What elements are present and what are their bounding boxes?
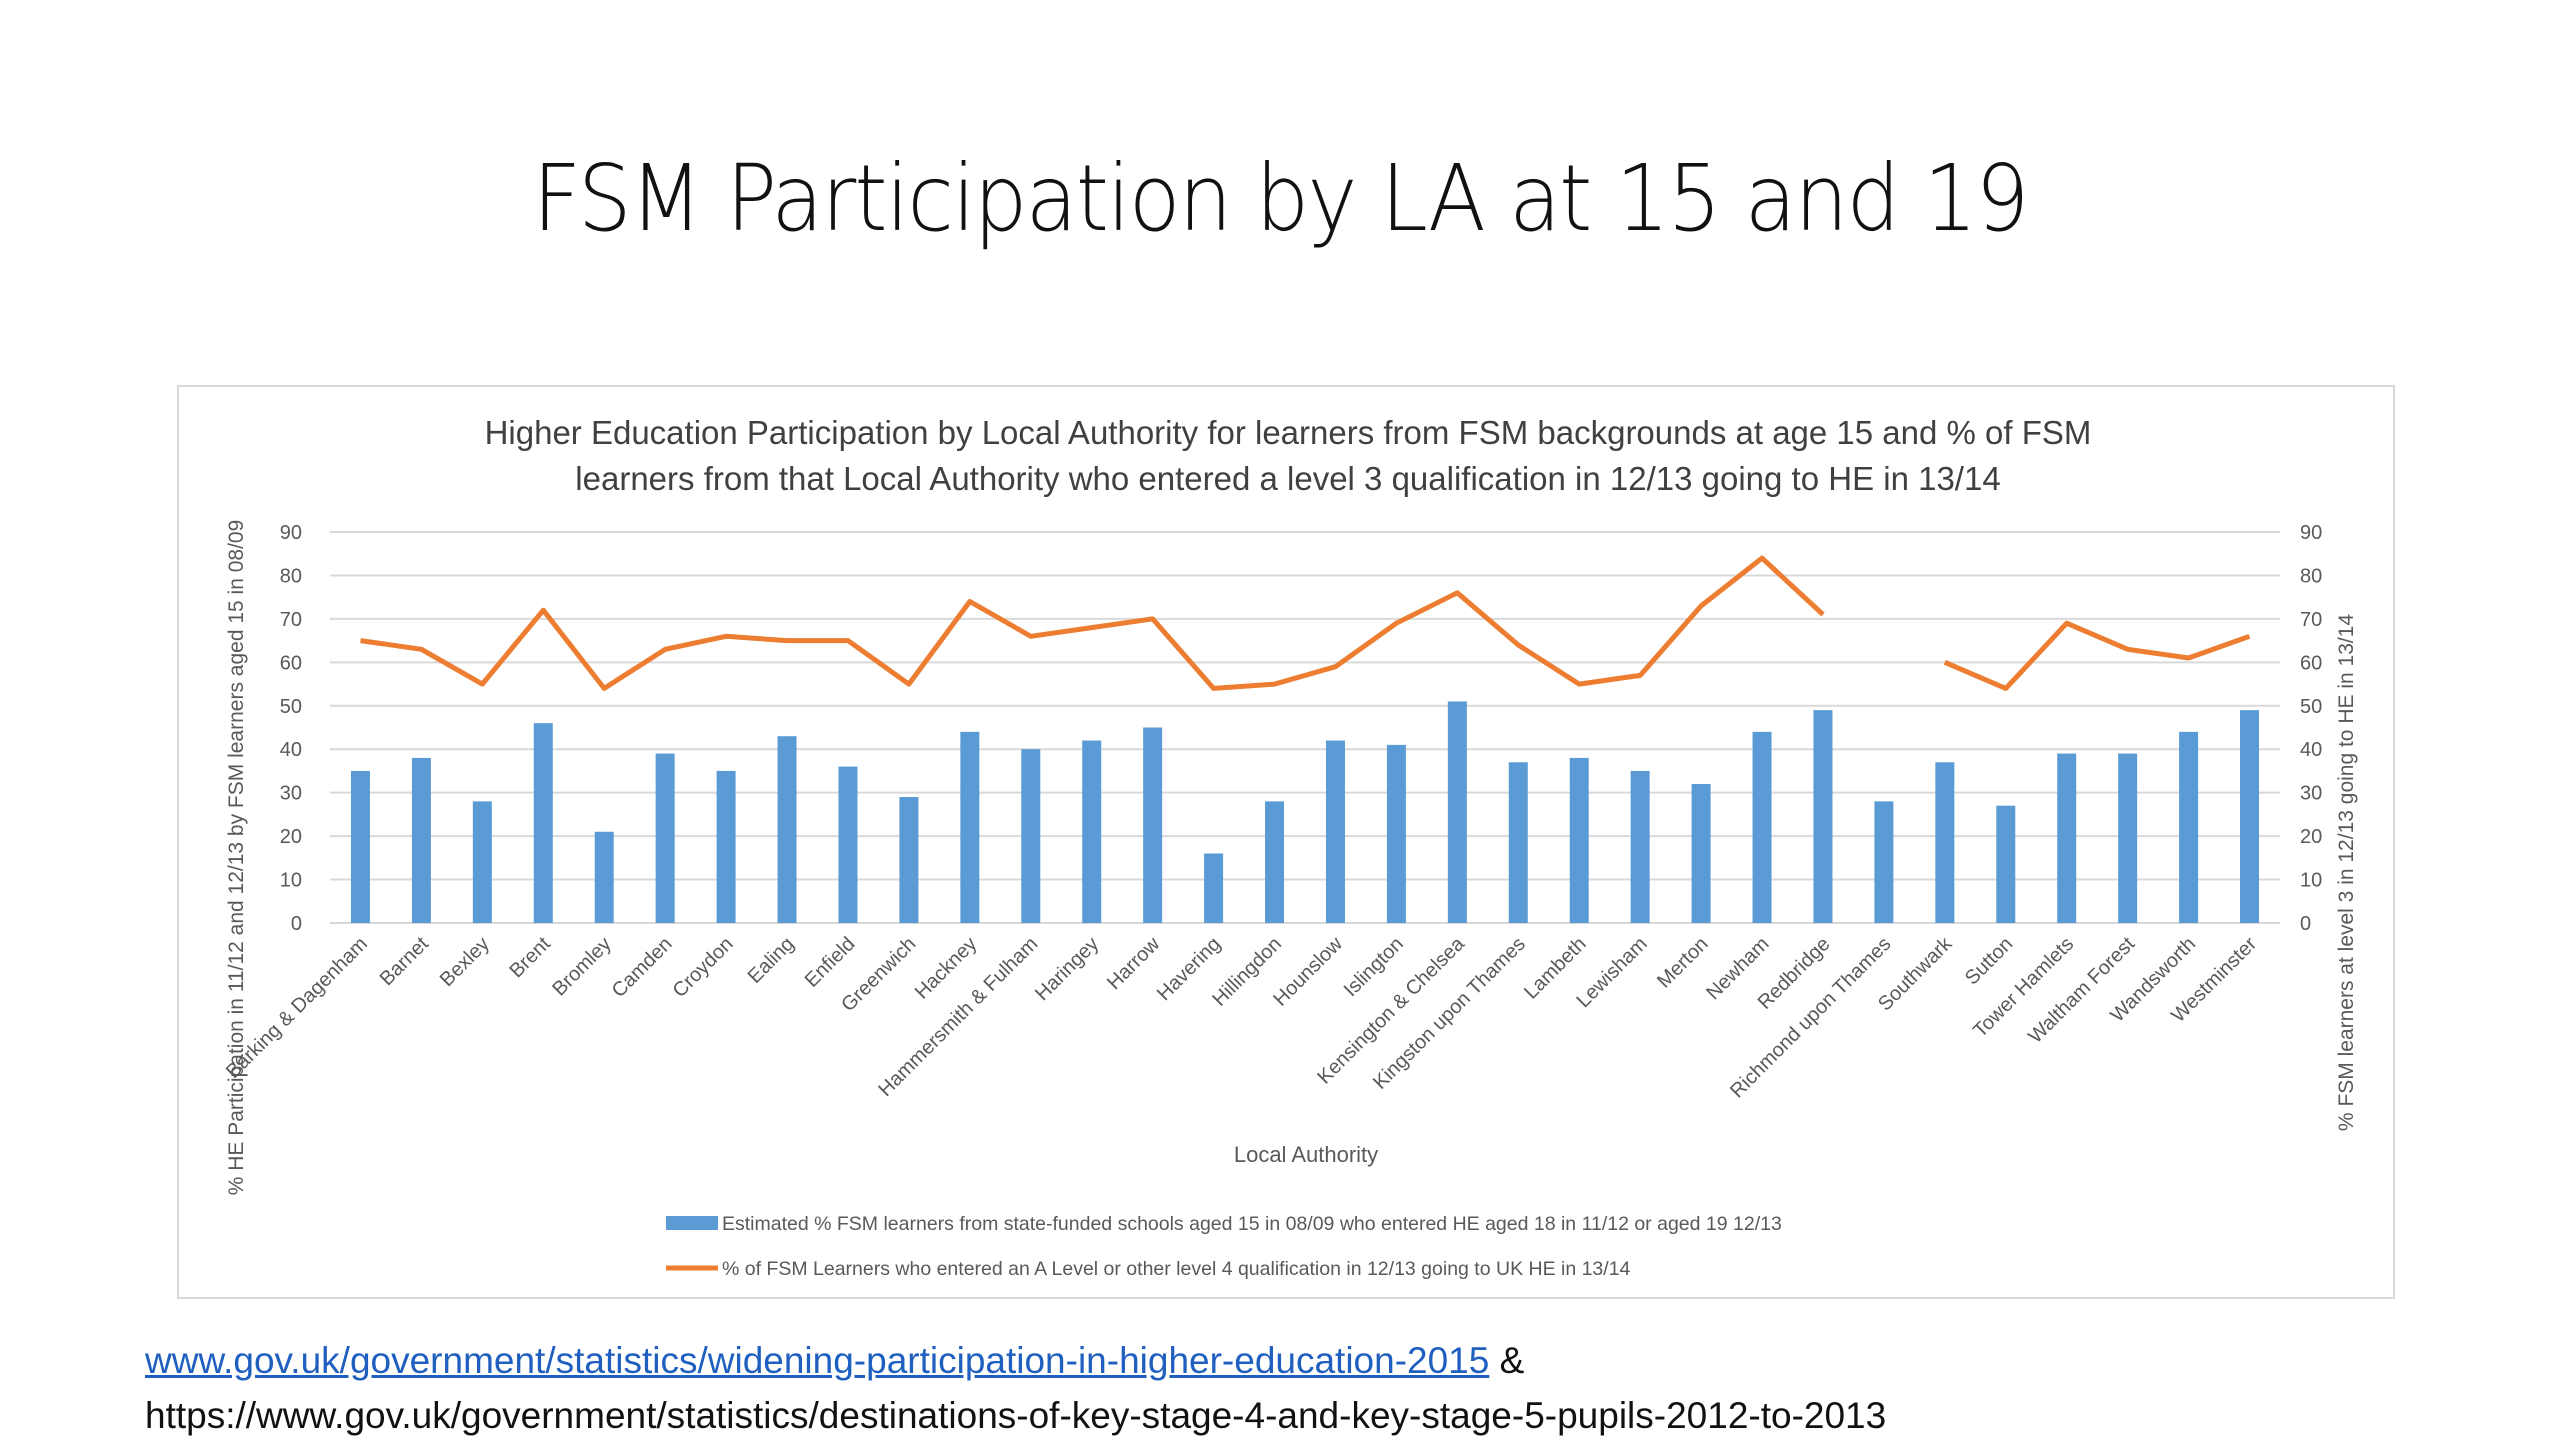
x-category-label: Harrow xyxy=(1103,933,1165,995)
y-tick-right: 60 xyxy=(2300,652,2322,674)
y-tick-right: 90 xyxy=(2300,522,2322,544)
bar xyxy=(1386,744,1406,923)
bar xyxy=(655,753,675,923)
y-tick-right: 50 xyxy=(2300,696,2322,718)
bar xyxy=(716,770,736,923)
line-series xyxy=(360,555,2251,691)
y-tick-left: 0 xyxy=(291,913,302,935)
chart-title-line-1: Higher Education Participation by Local … xyxy=(485,414,2092,451)
gridlines xyxy=(330,531,2280,924)
line-segment xyxy=(1943,620,2251,691)
bar xyxy=(533,723,553,923)
x-category-label: Enfield xyxy=(801,933,860,992)
bar xyxy=(594,831,614,923)
y-tick-right: 0 xyxy=(2300,913,2311,935)
y-tick-right: 20 xyxy=(2300,826,2322,848)
legend-label-bar: Estimated % FSM learners from state-fund… xyxy=(722,1213,1782,1235)
bar xyxy=(1569,757,1589,923)
bar xyxy=(350,770,370,923)
y-tick-right: 30 xyxy=(2300,783,2322,805)
y-tick-right: 40 xyxy=(2300,739,2322,761)
legend-item-bar: Estimated % FSM learners from state-fund… xyxy=(666,1213,1782,1235)
x-category-label: Ealing xyxy=(744,933,799,988)
legend-swatch-bar xyxy=(666,1216,718,1230)
bar xyxy=(2240,710,2260,923)
bar xyxy=(777,736,797,923)
x-axis-category-labels: Barking & Dagenham Barnet Bexley BrentBroml… xyxy=(222,932,2261,1102)
source-connector: & xyxy=(1489,1340,1525,1381)
bar xyxy=(899,797,919,923)
y-tick-left: 40 xyxy=(280,739,302,761)
y-tick-right: 10 xyxy=(2300,870,2322,892)
source-link-widening-participation[interactable]: www.gov.uk/government/statistics/widenin… xyxy=(145,1340,1490,1381)
y-tick-left: 90 xyxy=(280,522,302,544)
bar xyxy=(960,731,980,923)
legend-item-line: % of FSM Learners who entered an A Level… xyxy=(666,1258,1631,1280)
x-category-label: Brent xyxy=(505,933,555,983)
y-tick-left: 80 xyxy=(280,565,302,587)
y-axis-left-title: % HE Participation in 11/12 and 12/13 by… xyxy=(225,520,248,1196)
bar xyxy=(1813,710,1833,923)
bar xyxy=(1325,740,1345,923)
x-category-label: Sutton xyxy=(1961,933,2017,989)
x-category-label: Waltham Forest xyxy=(2024,933,2139,1048)
bar xyxy=(1874,801,1894,923)
bar xyxy=(2057,753,2077,923)
bar xyxy=(472,801,492,923)
legend-label-line: % of FSM Learners who entered an A Level… xyxy=(722,1258,1631,1280)
y-tick-left: 20 xyxy=(280,826,302,848)
source-line-2: https://www.gov.uk/government/statistics… xyxy=(145,1395,1887,1436)
x-category-label: Croydon xyxy=(669,933,738,1002)
source-line-1: www.gov.uk/government/statistics/widenin… xyxy=(145,1340,1524,1382)
x-axis-title: Local Authority xyxy=(1234,1142,1378,1167)
bar xyxy=(1508,762,1528,923)
chart-title-line-2: learners from that Local Authority who e… xyxy=(575,460,2000,497)
y-axis-left-ticks: 0 10 20 30 40 50 60 70 80 90 xyxy=(280,522,302,935)
bar xyxy=(1752,731,1772,923)
bar xyxy=(1204,853,1224,923)
y-axis-right-title: % FSM learners at level 3 in 12/13 going… xyxy=(2335,614,2358,1131)
x-category-label: Barnet xyxy=(376,933,434,991)
bar xyxy=(1447,701,1467,923)
chart-title: Higher Education Participation by Local … xyxy=(485,414,2092,497)
combo-chart: Higher Education Participation by Local … xyxy=(222,414,2358,1280)
line-segment xyxy=(360,555,1825,691)
bar xyxy=(838,766,858,923)
y-tick-left: 70 xyxy=(280,609,302,631)
bar xyxy=(1996,805,2016,923)
y-axis-right-ticks: 0 10 20 30 40 50 60 70 80 90 xyxy=(2300,522,2322,935)
bar xyxy=(1265,801,1285,923)
bar xyxy=(1630,770,1650,923)
bar xyxy=(2118,753,2138,923)
bar xyxy=(1691,783,1711,923)
bar-series xyxy=(350,701,2260,923)
bar xyxy=(1021,749,1041,923)
y-tick-left: 60 xyxy=(280,652,302,674)
chart-frame: Higher Education Participation by Local … xyxy=(177,385,2395,1299)
bar xyxy=(2179,731,2199,923)
x-category-label: Camden xyxy=(608,933,677,1002)
bar xyxy=(1143,727,1163,923)
x-category-label: Merton xyxy=(1653,933,1713,993)
x-category-label: Haringey xyxy=(1031,933,1103,1005)
x-category-label: Bromley xyxy=(548,933,615,1000)
bar xyxy=(411,757,431,923)
bar xyxy=(1935,762,1955,923)
y-tick-right: 80 xyxy=(2300,565,2322,587)
y-tick-right: 70 xyxy=(2300,609,2322,631)
y-tick-left: 50 xyxy=(280,696,302,718)
bar xyxy=(1082,740,1102,923)
legend: Estimated % FSM learners from state-fund… xyxy=(666,1213,1782,1280)
x-category-label: Bexley xyxy=(436,933,494,991)
y-tick-left: 30 xyxy=(280,783,302,805)
slide-title: FSM Participation by LA at 15 and 19 xyxy=(532,145,2030,252)
y-tick-left: 10 xyxy=(280,870,302,892)
